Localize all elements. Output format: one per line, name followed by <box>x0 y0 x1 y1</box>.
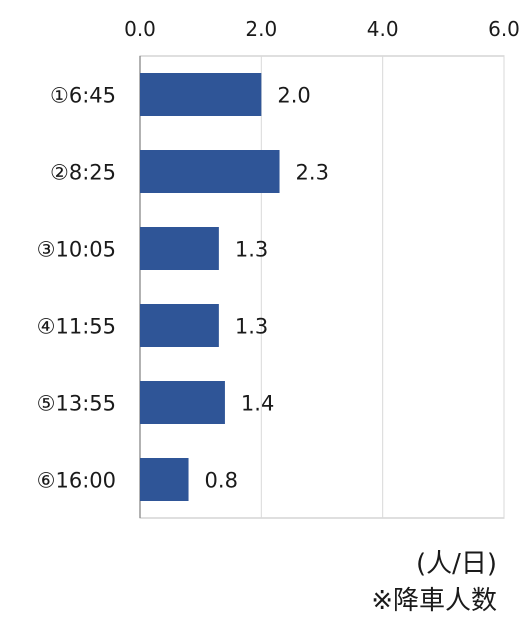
category-label: ②8:25 <box>50 161 116 185</box>
category-label: ⑥16:00 <box>37 469 116 493</box>
data-label: 2.0 <box>277 84 310 108</box>
data-labels: 2.0 2.3 1.3 1.3 1.4 0.8 <box>205 84 329 493</box>
bar <box>140 381 225 424</box>
x-tick-label: 6.0 <box>488 17 520 41</box>
bar <box>140 150 280 193</box>
bars <box>140 73 280 501</box>
bar <box>140 227 219 270</box>
unit-label: (人/日) <box>415 549 497 579</box>
gridlines <box>139 55 505 519</box>
x-tick-label: 0.0 <box>124 17 156 41</box>
bar <box>140 73 262 116</box>
bar <box>140 458 189 501</box>
x-tick-label: 4.0 <box>367 17 399 41</box>
category-label: ③10:05 <box>37 238 116 262</box>
bar <box>140 304 219 347</box>
plot-area-border <box>139 55 505 519</box>
data-label: 1.3 <box>235 238 268 262</box>
data-label: 0.8 <box>205 469 238 493</box>
x-tick-label: 2.0 <box>245 17 277 41</box>
category-labels: ①6:45 ②8:25 ③10:05 ④11:55 ⑤13:55 ⑥16:00 <box>37 84 116 493</box>
x-tick-labels: 0.0 2.0 4.0 6.0 <box>124 17 520 41</box>
footnote: ※降車人数 <box>371 586 497 616</box>
data-label: 1.3 <box>235 315 268 339</box>
data-label: 1.4 <box>241 392 274 416</box>
data-label: 2.3 <box>296 161 329 185</box>
category-label: ①6:45 <box>50 84 116 108</box>
category-label: ⑤13:55 <box>37 392 116 416</box>
category-label: ④11:55 <box>37 315 116 339</box>
